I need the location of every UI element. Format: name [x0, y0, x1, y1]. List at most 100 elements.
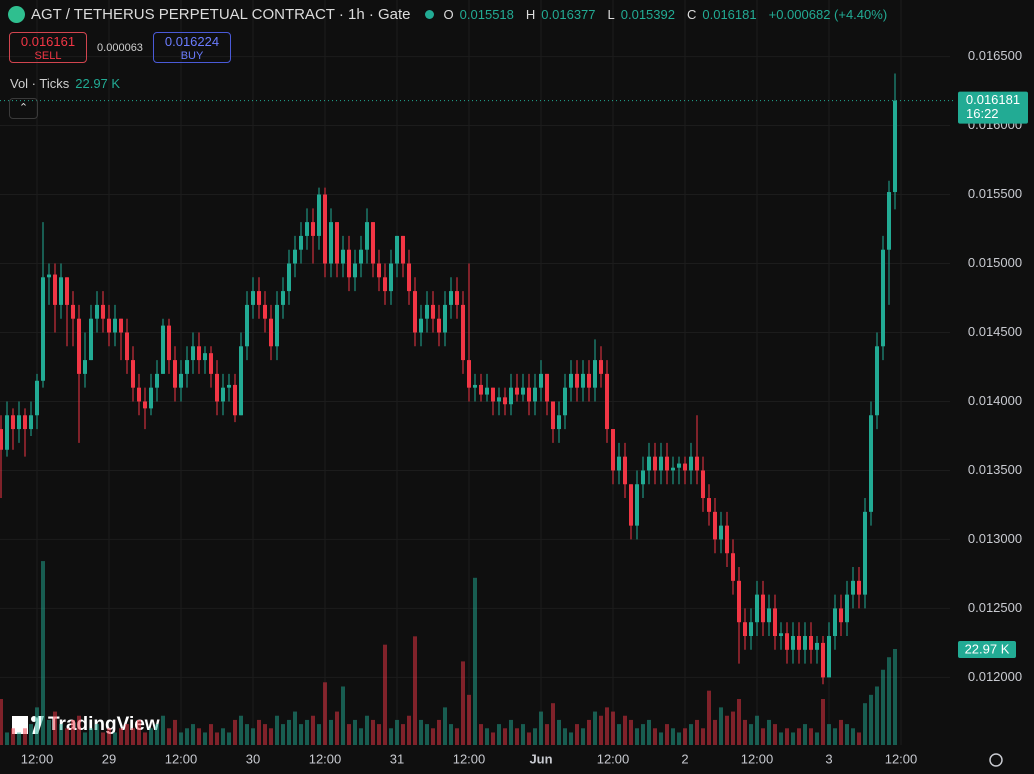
candle-body	[665, 456, 669, 471]
volume-bar	[887, 657, 891, 745]
x-tick-label: 29	[102, 751, 116, 766]
candle-body	[791, 636, 795, 650]
volume-bar	[881, 669, 885, 745]
volume-bar	[0, 699, 3, 745]
volume-bar	[617, 724, 621, 745]
sell-price: 0.016161	[20, 34, 76, 49]
candle-body	[833, 608, 837, 637]
trade-panel: 0.016161 SELL 0.000063 0.016224 BUY	[9, 32, 231, 63]
volume-bar	[353, 719, 357, 745]
candle-body	[863, 511, 867, 595]
candle-body	[443, 304, 447, 333]
sell-button[interactable]: 0.016161 SELL	[9, 32, 87, 63]
candle-body	[617, 456, 621, 471]
volume-bar	[371, 719, 375, 745]
buy-button[interactable]: 0.016224 BUY	[153, 32, 231, 63]
volume-bar	[545, 724, 549, 745]
candle-body	[77, 318, 81, 374]
candle-body	[5, 415, 9, 450]
volume-bar	[401, 724, 405, 745]
volume-bar	[473, 577, 477, 745]
volume-bar	[785, 728, 789, 745]
candle-body	[887, 192, 891, 250]
volume-bar	[59, 724, 63, 745]
volume-bar	[173, 719, 177, 745]
candle-body	[707, 498, 711, 512]
volume-bar	[851, 728, 855, 745]
volume-bar	[305, 719, 309, 745]
volume-bar	[83, 732, 87, 745]
candle-body	[719, 525, 723, 540]
candle-body	[329, 222, 333, 264]
candle-body	[65, 277, 69, 305]
sell-label: SELL	[34, 50, 62, 62]
volume-bar	[119, 728, 123, 745]
candle-body	[113, 318, 117, 333]
candle-body	[437, 318, 441, 333]
candle-body	[563, 387, 567, 416]
candle-body	[95, 304, 99, 319]
volume-bar	[773, 724, 777, 745]
candle-body	[557, 415, 561, 430]
volume-bar	[425, 724, 429, 745]
volume-bar	[5, 732, 9, 745]
volume-bar	[311, 715, 315, 745]
volume-bar	[563, 728, 567, 745]
volume-bar	[653, 728, 657, 745]
candle-body	[341, 249, 345, 264]
candle-body	[587, 373, 591, 388]
volume-bar	[89, 728, 93, 745]
volume-bar	[701, 728, 705, 745]
y-tick-label: 0.013500	[968, 462, 1022, 477]
volume-bar	[125, 724, 129, 745]
candle-body	[533, 387, 537, 402]
candle-body	[767, 608, 771, 623]
volume-bar	[857, 732, 861, 745]
spread: 0.000063	[97, 41, 143, 54]
settings-icon[interactable]	[989, 753, 1003, 767]
last-price-box	[958, 91, 1028, 124]
volume-bar	[107, 728, 111, 745]
volume-bar	[869, 694, 873, 745]
y-tick-label: 0.015500	[968, 186, 1022, 201]
candle-body	[521, 387, 525, 395]
low-label: L	[607, 7, 615, 22]
candle-body	[473, 384, 477, 388]
candle-body	[683, 463, 687, 471]
candle-body	[383, 277, 387, 292]
status-dot	[424, 10, 434, 19]
candle-body	[191, 346, 195, 361]
x-tick-label: Jun	[529, 751, 552, 766]
volume-bar	[143, 732, 147, 745]
volume-bar	[599, 715, 603, 745]
candle-body	[107, 318, 111, 333]
y-tick-label: 0.014500	[968, 324, 1022, 339]
volume-bar	[101, 732, 105, 745]
candle-body	[233, 384, 237, 416]
volume-bar	[503, 728, 507, 745]
collapse-button[interactable]: ⌃	[9, 98, 38, 119]
candle-body	[125, 332, 129, 361]
volume-bar	[611, 711, 615, 745]
volume-bar	[683, 728, 687, 745]
volume-bar	[203, 732, 207, 745]
volume-bar	[893, 648, 897, 745]
candle-body	[635, 484, 639, 526]
candle-body	[203, 353, 207, 361]
volume-bar	[281, 724, 285, 745]
candle-body	[431, 304, 435, 319]
candle-body	[551, 401, 555, 430]
candle-body	[497, 397, 501, 402]
candle-body	[89, 318, 93, 361]
volume-bar	[377, 724, 381, 745]
volume-title: Vol · Ticks	[10, 76, 70, 91]
volume-bar	[875, 686, 879, 745]
x-tick-label: 12:00	[165, 751, 198, 766]
y-tick-label: 0.014000	[968, 393, 1022, 408]
candle-body	[611, 429, 615, 471]
low-value: 0.015392	[620, 7, 675, 22]
y-tick-label: 0.016500	[968, 48, 1022, 63]
candle-body	[305, 222, 309, 236]
candle-body	[689, 456, 693, 471]
volume-bar	[743, 719, 747, 745]
